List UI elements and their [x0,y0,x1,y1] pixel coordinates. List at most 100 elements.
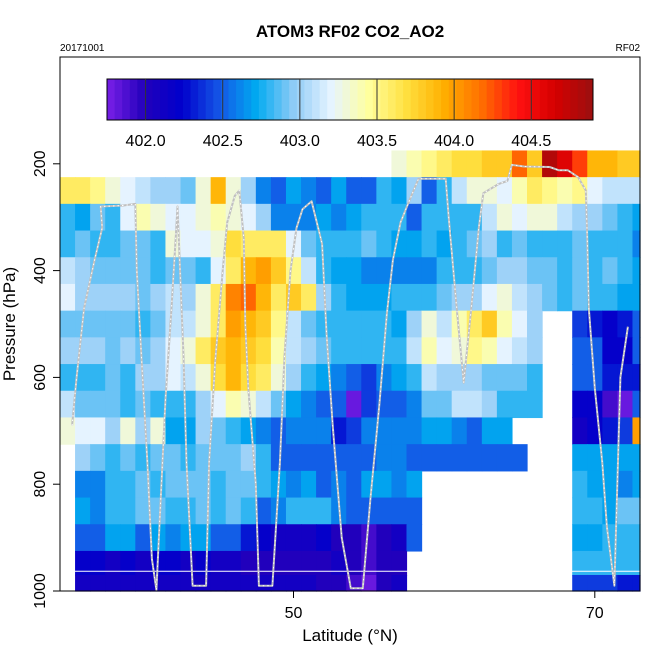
heatmap-cell [75,203,91,232]
heatmap-cell [376,470,393,499]
colorbar-swatch [274,79,283,120]
heatmap-cell [135,257,151,285]
heatmap-cell [451,390,468,419]
heatmap-cell [210,417,227,445]
heatmap-cell [60,257,76,285]
heatmap-cell [225,364,242,392]
heatmap-cell [632,417,641,445]
heatmap-cell [376,497,393,525]
heatmap-cell [90,283,106,312]
heatmap-cell [421,364,438,392]
heatmap-cell [285,177,302,205]
heatmap-cell [361,257,377,285]
colorbar-swatch [107,79,116,120]
heatmap-cell [316,574,332,592]
heatmap-cell [602,203,618,232]
heatmap-cell [391,257,408,285]
heatmap-cell [391,364,408,392]
heatmap-cell [632,177,641,205]
heatmap-cell [60,310,76,338]
heatmap-cell [270,524,287,552]
heatmap-cell [150,310,167,338]
heatmap-cell [301,283,317,312]
heatmap-cell [120,550,136,576]
colorbar-swatch [524,79,533,120]
colorbar-swatch [228,79,237,120]
heatmap-cell [135,497,151,525]
heatmap-cell [210,177,227,205]
heatmap-cell [120,310,136,338]
heatmap-cell [120,337,136,365]
heatmap-cell [361,203,377,232]
heatmap-cell [225,497,242,525]
heatmap-cell [180,230,197,258]
heatmap-cell [301,444,317,472]
heatmap-cell [527,310,543,338]
heatmap-cell [632,257,641,285]
heatmap-cell [527,257,543,285]
heatmap-cell [90,470,106,499]
heatmap-cell [331,417,347,445]
heatmap-cell [331,230,347,258]
heatmap-cell [481,310,498,338]
heatmap-cell [361,364,377,392]
heatmap-cell [255,257,272,285]
heatmap-cell [195,337,212,365]
heatmap-cell [557,257,573,285]
heatmap-cell [90,177,106,205]
heatmap-cell [602,230,618,258]
heatmap-cell [451,203,468,232]
colorbar-swatch [486,79,495,120]
heatmap-cell [376,177,393,205]
heatmap-cell [285,497,302,525]
heatmap-cell [436,390,453,419]
heatmap-cell [346,337,362,365]
colorbar-swatch [213,79,222,120]
heatmap-cell [255,524,272,552]
colorbar-tick-label: 402.5 [203,133,243,150]
heatmap-cell [165,390,182,419]
heatmap-cell [527,364,543,392]
heatmap-cell [210,550,227,576]
heatmap-cell [406,390,423,419]
heatmap-cell [210,203,227,232]
heatmap-cell [331,364,347,392]
heatmap-cell [105,230,121,258]
heatmap-cell [255,574,272,592]
heatmap-cell [301,417,317,445]
heatmap-cell [572,150,588,178]
heatmap-cell [90,337,106,365]
heatmap-cell [406,417,423,445]
y-tick-label: 800 [32,471,49,498]
heatmap-cell [331,337,347,365]
heatmap-cell [180,177,197,205]
heatmap-cell [481,364,498,392]
plot-frame [59,56,641,592]
y-tick-label: 200 [32,150,49,177]
heatmap-cell [587,574,603,592]
heatmap-cell [285,470,302,499]
heatmap-cell [466,177,483,205]
heatmap-cell [75,177,91,205]
heatmap-cell [481,257,498,285]
heatmap-cell [195,257,212,285]
heatmap-cell [331,177,347,205]
heatmap-cell [120,470,136,499]
heatmap-cell [195,524,212,552]
heatmap-cell [496,150,513,178]
heatmap-cell [572,310,588,338]
heatmap-cell [225,574,242,592]
heatmap-cell [120,203,136,232]
heatmap-cell [165,524,182,552]
heatmap-cell [195,203,212,232]
heatmap-cell [542,230,558,258]
heatmap-cell [346,230,362,258]
flight-track [71,163,629,591]
heatmap-cell [436,230,453,258]
heatmap-cell [572,364,588,392]
heatmap-cell [90,550,106,576]
colorbar-swatch [312,79,321,120]
heatmap-cell [135,337,151,365]
heatmap-cell [421,177,438,205]
heatmap-cell [391,470,408,499]
